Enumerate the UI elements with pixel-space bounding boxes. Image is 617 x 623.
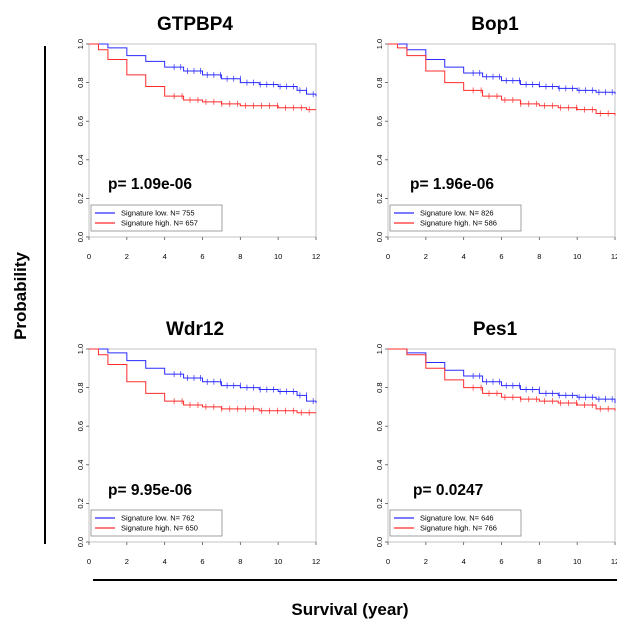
x-tick-label: 4	[163, 557, 167, 566]
y-tick-label: 0.0	[375, 537, 384, 547]
y-tick-label: 0.0	[76, 232, 85, 242]
panel-title: Pes1	[473, 319, 518, 340]
y-tick-label: 0.0	[76, 537, 85, 547]
x-tick-label: 10	[274, 557, 282, 566]
x-tick-label: 2	[125, 252, 129, 261]
survival-curve-low	[388, 43, 616, 95]
survival-curve-high	[89, 348, 316, 414]
x-tick-label: 2	[424, 252, 428, 261]
legend-label: Signature high. N= 766	[420, 524, 497, 533]
km-panel-3: Wdr12 0.0 0.2 0.4 0.6 0.8 1.0 0 2 4 6 8 10 12 p= 9.95e…	[76, 319, 320, 566]
x-tick-label: 6	[200, 252, 204, 261]
censor-marks-low	[472, 373, 613, 403]
y-tick-label: 0.8	[76, 382, 85, 392]
legend-label: Signature high. N= 650	[121, 524, 198, 533]
x-tick-label: 12	[611, 252, 617, 261]
x-tick-label: 0	[87, 557, 91, 566]
x-tick-label: 6	[499, 557, 503, 566]
y-tick-label: 0.4	[76, 155, 85, 165]
y-tick-label: 1.0	[76, 344, 85, 354]
y-tick-label: 0.8	[375, 382, 384, 392]
legend-label: Signature low. N= 755	[121, 209, 195, 218]
censor-marks-high	[173, 93, 310, 113]
legend-box	[90, 204, 223, 232]
survival-curve-low	[89, 348, 317, 404]
y-axis-label: Probability	[11, 252, 30, 340]
y-tick-label: 0.4	[375, 155, 384, 165]
p-value: p= 1.09e-06	[108, 176, 192, 193]
censor-marks-low	[173, 64, 314, 98]
legend-label: Signature high. N= 657	[121, 219, 198, 228]
y-tick-label: 0.4	[375, 460, 384, 470]
y-tick-label: 0.6	[375, 421, 384, 431]
x-tick-label: 12	[312, 557, 320, 566]
censor-marks-high	[173, 398, 310, 416]
p-value: p= 9.95e-06	[108, 482, 192, 499]
y-tick-label: 0.6	[76, 421, 85, 431]
legend-box	[389, 204, 522, 232]
p-value: p= 1.96e-06	[410, 176, 494, 193]
y-tick-label: 1.0	[375, 344, 384, 354]
x-tick-label: 8	[238, 252, 242, 261]
km-panel-2: Bop1 0.0 0.2 0.4 0.6 0.8 1.0 0 2 4 6 8 10 12 p= 1.96e-…	[375, 14, 617, 261]
y-tick-label: 0.8	[76, 77, 85, 87]
km-panel-4: Pes1 0.0 0.2 0.4 0.6 0.8 1.0 0 2 4 6 8 10 12 p= 0.0247…	[375, 319, 617, 566]
legend-box	[90, 509, 223, 537]
panel-title: Bop1	[471, 14, 519, 35]
x-tick-label: 4	[462, 252, 466, 261]
x-axis-label: Survival (year)	[291, 600, 408, 619]
x-tick-label: 8	[537, 252, 541, 261]
survival-curve-low	[388, 348, 616, 404]
y-tick-label: 1.0	[76, 39, 85, 49]
x-tick-label: 10	[274, 252, 282, 261]
legend-label: Signature low. N= 762	[121, 514, 195, 523]
survival-curve-high	[388, 348, 616, 411]
x-tick-label: 6	[499, 252, 503, 261]
x-tick-label: 0	[386, 557, 390, 566]
x-tick-label: 2	[424, 557, 428, 566]
survival-curve-high	[388, 43, 616, 116]
y-tick-label: 0.2	[375, 193, 384, 203]
x-tick-label: 4	[163, 252, 167, 261]
censor-marks-high	[472, 87, 609, 117]
y-tick-label: 0.0	[375, 232, 384, 242]
x-tick-label: 8	[238, 557, 242, 566]
legend-label: Signature high. N= 586	[420, 219, 497, 228]
y-tick-label: 0.2	[375, 498, 384, 508]
y-tick-label: 0.4	[76, 460, 85, 470]
censor-marks-low	[173, 371, 314, 405]
panel-title: Wdr12	[166, 319, 224, 340]
x-tick-label: 10	[573, 557, 581, 566]
x-tick-label: 6	[200, 557, 204, 566]
x-tick-label: 0	[87, 252, 91, 261]
survival-curve-low	[89, 43, 317, 97]
x-tick-label: 10	[573, 252, 581, 261]
km-panel-1: GTPBP4 0.0 0.2 0.4 0.6 0.8 1.0 0 2 4 6 8 10 12 p= 1.09…	[76, 14, 320, 261]
y-tick-label: 0.6	[76, 116, 85, 126]
p-value: p= 0.0247	[413, 482, 483, 499]
x-tick-label: 0	[386, 252, 390, 261]
legend-box	[389, 509, 522, 537]
x-tick-label: 12	[312, 252, 320, 261]
y-tick-label: 0.2	[76, 193, 85, 203]
legend-label: Signature low. N= 826	[420, 209, 494, 218]
censor-marks-low	[472, 69, 613, 96]
y-tick-label: 0.2	[76, 498, 85, 508]
survival-curve-high	[89, 43, 316, 111]
x-tick-label: 12	[611, 557, 617, 566]
y-tick-label: 0.6	[375, 116, 384, 126]
censor-marks-high	[472, 384, 609, 412]
y-tick-label: 1.0	[375, 39, 384, 49]
y-tick-label: 0.8	[375, 77, 384, 87]
x-tick-label: 4	[462, 557, 466, 566]
legend-label: Signature low. N= 646	[420, 514, 494, 523]
x-tick-label: 2	[125, 557, 129, 566]
panel-title: GTPBP4	[157, 14, 233, 35]
x-tick-label: 8	[537, 557, 541, 566]
